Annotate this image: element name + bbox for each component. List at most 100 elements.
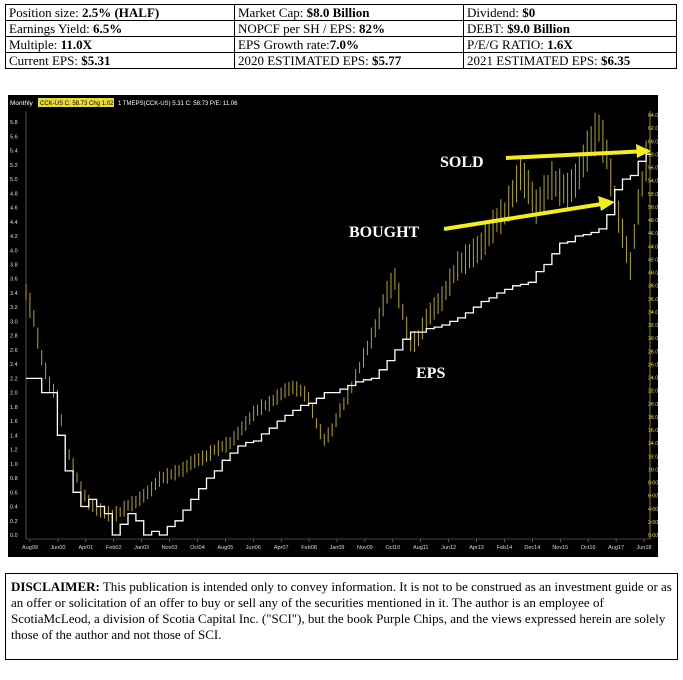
x-tick-label: Jun00 <box>50 545 65 551</box>
right-tick-label: 12.00 <box>648 454 658 460</box>
right-tick-label: 60.00 <box>648 139 658 145</box>
x-tick-label: Nov15 <box>552 545 568 551</box>
stats-cell: Position size: 2.5% (HALF) <box>5 4 235 21</box>
stat-value: 11.0X <box>60 37 93 52</box>
left-tick-label: 2.2 <box>10 376 18 382</box>
left-tick-label: 1.2 <box>10 448 18 454</box>
stats-cell: DEBT: $9.0 Billion <box>463 20 677 37</box>
x-tick-label: Jun06 <box>246 545 261 551</box>
x-tick-label: Oct10 <box>385 545 400 551</box>
right-tick-label: 4.00 <box>648 507 658 513</box>
left-tick-label: 5.8 <box>10 120 18 126</box>
stat-label: NOPCF per SH / EPS: <box>238 21 356 36</box>
bought-arrow-shaft <box>443 201 609 231</box>
left-tick-label: 2.6 <box>10 348 18 354</box>
left-tick-label: 4.6 <box>10 206 18 212</box>
right-tick-label: 58.00 <box>648 152 658 158</box>
left-tick-label: 3.4 <box>10 291 18 297</box>
left-tick-label: 4.0 <box>10 248 18 254</box>
x-tick-label: Oct16 <box>581 545 596 551</box>
stat-label: P/E/G RATIO: <box>467 37 544 52</box>
right-tick-label: 0.00 <box>648 533 658 539</box>
stats-table: Position size: 2.5% (HALF) Market Cap: $… <box>5 4 677 69</box>
price-eps-chart: 5.8 5.6 5.4 5.2 5.0 4.8 4.6 4.4 4.2 4.0 3.8 3.6 3.4 3… <box>8 95 658 557</box>
right-tick-label: 30.00 <box>648 336 658 342</box>
left-tick-label: 4.2 <box>10 234 18 240</box>
left-tick-label: 4.4 <box>10 220 18 226</box>
x-tick-label: Oct04 <box>190 545 205 551</box>
right-tick-label: 10.00 <box>648 467 658 473</box>
price-series-badge <box>38 98 114 107</box>
stat-value: 2.5% (HALF) <box>81 5 160 20</box>
stats-cell: Current EPS: $5.31 <box>5 52 235 69</box>
x-tick-label: Apr13 <box>469 545 484 551</box>
stat-value: $0 <box>522 5 536 20</box>
right-tick-label: 36.00 <box>648 297 658 303</box>
x-tick-label: Dec14 <box>524 545 540 551</box>
left-tick-label: 1.8 <box>10 405 18 411</box>
disclaimer-text: This publication is intended only to con… <box>11 579 672 642</box>
stat-value: $8.0 Billion <box>306 5 370 20</box>
right-tick-label: 8.00 <box>648 481 658 487</box>
right-tick-label: 24.00 <box>648 376 658 382</box>
stat-value: 1.6X <box>547 37 573 52</box>
sold-arrow-shaft <box>505 149 649 160</box>
stats-cell: Earnings Yield: 6.5% <box>5 20 235 37</box>
right-tick-label: 34.00 <box>648 310 658 316</box>
stat-value: $6.35 <box>600 53 631 68</box>
right-tick-label: 64.00 <box>648 113 658 119</box>
stats-row: Multiple: 11.0X EPS Growth rate:7.0% P/E… <box>5 36 677 53</box>
eps-series-label: 1 TMEPS(CCK-US) 5.31 C: 58.73 P/E: 11.06 <box>118 101 238 107</box>
stats-row: Position size: 2.5% (HALF) Market Cap: $… <box>5 4 677 21</box>
x-tick-label: Jun12 <box>441 545 456 551</box>
left-tick-label: 2.8 <box>10 334 18 340</box>
left-tick-label: 3.0 <box>10 319 18 325</box>
left-tick-label: 5.4 <box>10 149 18 155</box>
eps-series <box>26 153 651 536</box>
left-tick-label: 2.0 <box>10 391 18 397</box>
stat-label: DEBT: <box>467 21 504 36</box>
eps-line <box>26 153 651 536</box>
sold-arrow-head <box>636 144 651 158</box>
x-tick-label: Feb08 <box>301 545 317 551</box>
right-tick-label: 62.00 <box>648 126 658 132</box>
x-tick-label: Aug11 <box>413 545 429 551</box>
x-tick-label: Aug17 <box>608 545 624 551</box>
left-tick-label: 0.4 <box>10 505 18 511</box>
right-tick-label: 46.00 <box>648 231 658 237</box>
right-tick-label: 20.00 <box>648 402 658 408</box>
stat-label: Multiple: <box>9 37 58 52</box>
right-tick-label: 44.00 <box>648 244 658 250</box>
x-tick-label: Feb14 <box>497 545 513 551</box>
left-tick-label: 0.0 <box>10 533 18 539</box>
left-tick-label: 5.0 <box>10 177 18 183</box>
chart-background <box>8 95 658 557</box>
header-bg <box>9 98 43 107</box>
right-tick-label: 14.00 <box>648 441 658 447</box>
right-axis: 64.00 62.00 60.00 58.00 56.00 54.00 52.00 50.00… <box>648 113 658 539</box>
right-tick-label: 54.00 <box>648 179 658 185</box>
right-tick-label: 38.00 <box>648 284 658 290</box>
stats-cell: 2021 ESTIMATED EPS: $6.35 <box>463 52 677 69</box>
x-tick-label: Jan09 <box>330 545 345 551</box>
disclaimer-heading: DISCLAIMER: <box>11 579 100 594</box>
left-tick-label: 3.6 <box>10 277 18 283</box>
stat-label: Earnings Yield: <box>9 21 90 36</box>
left-tick-label: 4.8 <box>10 191 18 197</box>
right-tick-label: 28.00 <box>648 349 658 355</box>
bought-annotation: BOUGHT <box>349 224 420 241</box>
chart-canvas: 5.8 5.6 5.4 5.2 5.0 4.8 4.6 4.4 4.2 4.0 3.8 3.6 3.4 3… <box>8 95 658 557</box>
right-tick-label: 56.00 <box>648 166 658 172</box>
right-tick-label: 18.00 <box>648 415 658 421</box>
left-tick-label: 1.0 <box>10 462 18 468</box>
x-tick-label: Aug05 <box>217 545 233 551</box>
eps-annotation: EPS <box>416 365 445 382</box>
stats-cell: Dividend: $0 <box>463 4 677 21</box>
stats-cell: Multiple: 11.0X <box>5 36 235 53</box>
left-axis: 5.8 5.6 5.4 5.2 5.0 4.8 4.6 4.4 4.2 4.0 3.8 3.6 3.4 3… <box>10 120 18 539</box>
x-tick-label: Apr07 <box>274 545 289 551</box>
stats-cell: P/E/G RATIO: 1.6X <box>463 36 677 53</box>
stat-label: Market Cap: <box>238 5 304 20</box>
right-tick-label: 52.00 <box>648 192 658 198</box>
stats-cell: EPS Growth rate:7.0% <box>234 36 464 53</box>
